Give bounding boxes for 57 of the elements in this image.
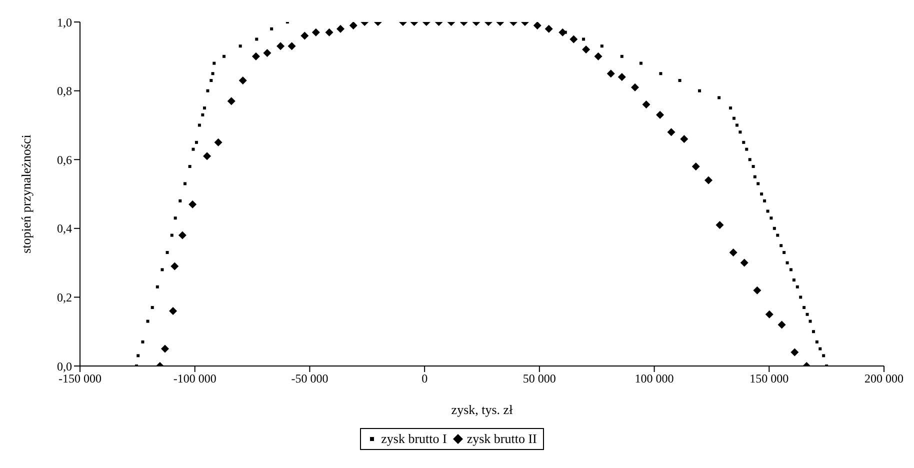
x-tick-label: 50 000 <box>522 372 556 386</box>
point <box>765 310 774 318</box>
y-axis-title: stopień przynależności <box>18 134 34 254</box>
legend-label: zysk brutto II <box>466 431 537 447</box>
point <box>188 200 197 208</box>
point <box>594 52 602 60</box>
point <box>582 46 590 54</box>
point <box>178 231 186 240</box>
x-tick-label: 200 000 <box>864 372 904 386</box>
legend-label: zysk brutto I <box>381 431 447 447</box>
y-tick-label: 0,4 <box>57 222 72 236</box>
point <box>740 258 748 267</box>
point <box>238 76 247 84</box>
point <box>680 134 688 143</box>
point <box>349 22 358 30</box>
x-tick-label: 100 000 <box>634 372 674 386</box>
point <box>570 35 578 44</box>
point <box>288 42 296 50</box>
point <box>630 83 639 92</box>
x-tick-label: -100 000 <box>173 372 216 386</box>
y-tick-label: 0,2 <box>57 290 72 304</box>
point <box>169 306 178 315</box>
point <box>214 138 222 146</box>
point <box>642 100 650 109</box>
point <box>606 70 615 78</box>
point <box>716 220 724 229</box>
x-tick-label: -150 000 <box>58 372 102 386</box>
x-axis-title: zysk, tys. zł <box>451 402 514 417</box>
point <box>544 24 553 33</box>
point <box>667 128 676 136</box>
point <box>300 32 309 40</box>
point <box>227 97 236 106</box>
point <box>276 42 285 50</box>
point <box>312 28 320 36</box>
x-tick-label: -50 000 <box>291 372 328 386</box>
point <box>263 48 272 57</box>
point <box>160 344 169 353</box>
x-tick-label: 150 000 <box>750 372 789 386</box>
point <box>533 22 542 30</box>
point <box>790 348 799 356</box>
y-tick-label: 0,8 <box>57 84 72 98</box>
point <box>170 262 179 270</box>
point <box>656 110 664 119</box>
point <box>704 176 712 184</box>
point <box>753 286 762 294</box>
y-tick-label: 0,0 <box>57 359 72 374</box>
point <box>729 248 738 256</box>
point <box>778 320 786 329</box>
point <box>336 24 344 33</box>
point <box>325 28 334 36</box>
x-tick-label: 0 <box>422 372 428 386</box>
point <box>203 152 212 160</box>
y-tick-label: 0,6 <box>57 152 72 167</box>
point <box>252 52 260 60</box>
point <box>692 162 700 170</box>
y-tick-label: 1,0 <box>57 15 72 30</box>
point <box>618 73 626 82</box>
